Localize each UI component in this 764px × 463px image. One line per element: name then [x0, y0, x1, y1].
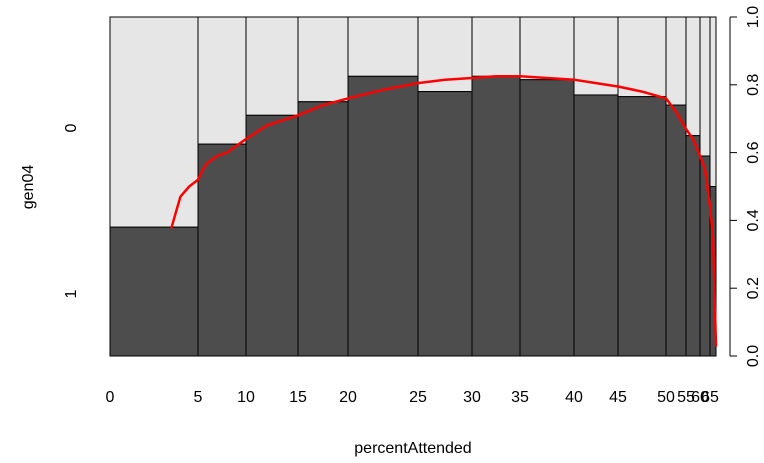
y-right-tick-label: 0.6 [745, 141, 762, 163]
x-tick-label: 50 [657, 389, 675, 406]
y-left-axis: 01 [63, 123, 80, 298]
bar-level-0 [197, 16, 247, 145]
bar-level-1 [109, 226, 199, 357]
bar-level-0 [685, 16, 701, 137]
x-tick-label: 55 [677, 389, 695, 406]
bar-level-1 [245, 114, 299, 357]
x-tick-label: 0 [106, 389, 115, 406]
y-left-tick-label: 0 [63, 123, 80, 132]
bar-level-1 [297, 101, 349, 357]
bar-level-1 [685, 135, 701, 357]
x-tick-label: 20 [339, 389, 357, 406]
y-left-tick-label: 1 [63, 289, 80, 298]
y-right-tick-label: 1.0 [745, 6, 762, 28]
x-tick-label: 15 [289, 389, 307, 406]
bar-level-1 [197, 143, 247, 357]
bar-level-0 [699, 16, 711, 157]
bar-level-1 [665, 104, 687, 357]
x-tick-label: 25 [409, 389, 427, 406]
bar-level-0 [109, 16, 199, 228]
bar-level-0 [347, 16, 419, 77]
x-tick-label: 35 [511, 389, 529, 406]
y-axis-title: gen04 [20, 165, 37, 210]
x-tick-label: 10 [237, 389, 255, 406]
x-tick-label: 40 [565, 389, 583, 406]
y-right-axis: 0.0 0.2 0.4 0.6 0.8 1.0 [729, 6, 762, 367]
bar-level-0 [665, 16, 687, 106]
bar-level-0 [519, 16, 575, 81]
smooth-line [170, 75, 718, 348]
x-tick-label: 45 [609, 389, 627, 406]
x-tick-label: 5 [194, 389, 203, 406]
bar-level-0 [709, 16, 717, 187]
x-axis-title: percentAttended [354, 440, 471, 457]
x-tick-label: 60 [691, 389, 709, 406]
bar-level-0 [297, 16, 349, 103]
y-right-tick-label: 0.8 [745, 74, 762, 96]
bar-level-1 [573, 94, 619, 357]
bar-level-1 [417, 91, 473, 357]
bar-level-0 [617, 16, 667, 98]
y-right-tick-label: 0.0 [745, 345, 762, 367]
bar-level-1 [347, 75, 419, 357]
bar-level-1 [699, 155, 711, 357]
bar-level-1 [471, 75, 521, 357]
bar-level-0 [471, 16, 521, 77]
bars-layer [109, 16, 717, 357]
bar-level-0 [245, 16, 299, 116]
x-tick-label: 65 [701, 389, 719, 406]
y-right-tick-label: 0.4 [745, 209, 762, 231]
y-right-tick-label: 0.2 [745, 277, 762, 299]
bar-level-1 [617, 96, 667, 357]
x-tick-label: 30 [463, 389, 481, 406]
bar-level-1 [519, 79, 575, 357]
